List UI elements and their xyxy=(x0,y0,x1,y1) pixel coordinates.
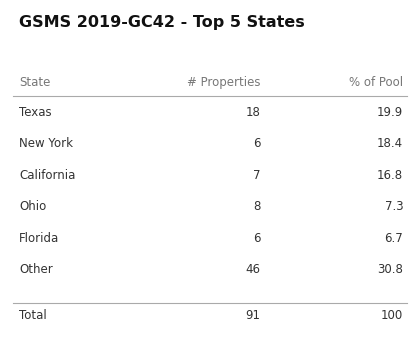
Text: 46: 46 xyxy=(245,263,260,276)
Text: Total: Total xyxy=(19,309,47,323)
Text: 6: 6 xyxy=(253,232,260,245)
Text: 91: 91 xyxy=(245,309,260,323)
Text: Other: Other xyxy=(19,263,52,276)
Text: 100: 100 xyxy=(381,309,403,323)
Text: 8: 8 xyxy=(253,200,260,213)
Text: 19.9: 19.9 xyxy=(377,106,403,119)
Text: 18: 18 xyxy=(246,106,260,119)
Text: # Properties: # Properties xyxy=(187,76,260,89)
Text: 7.3: 7.3 xyxy=(385,200,403,213)
Text: % of Pool: % of Pool xyxy=(349,76,403,89)
Text: GSMS 2019-GC42 - Top 5 States: GSMS 2019-GC42 - Top 5 States xyxy=(19,15,304,30)
Text: 7: 7 xyxy=(253,169,260,182)
Text: Texas: Texas xyxy=(19,106,52,119)
Text: California: California xyxy=(19,169,75,182)
Text: State: State xyxy=(19,76,50,89)
Text: 6: 6 xyxy=(253,137,260,151)
Text: 18.4: 18.4 xyxy=(377,137,403,151)
Text: 6.7: 6.7 xyxy=(384,232,403,245)
Text: 30.8: 30.8 xyxy=(377,263,403,276)
Text: Florida: Florida xyxy=(19,232,59,245)
Text: New York: New York xyxy=(19,137,73,151)
Text: Ohio: Ohio xyxy=(19,200,46,213)
Text: 16.8: 16.8 xyxy=(377,169,403,182)
